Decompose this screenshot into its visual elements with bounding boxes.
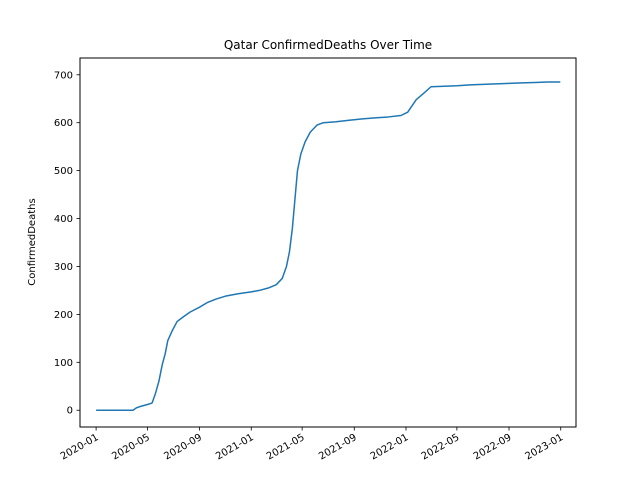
y-tick-label: 300 [54,262,73,273]
y-tick-label: 600 [54,118,73,129]
series-line [96,81,561,411]
y-tick-label: 0 [67,406,73,417]
y-tick-label: 700 [54,70,73,81]
plot-area [79,57,577,428]
y-tick-label: 200 [54,310,73,321]
y-axis: 0 100 200 300 400 500 600 700 [54,70,80,417]
y-tick-label: 100 [54,358,73,369]
series-layer [96,81,561,411]
y-axis-label: ConfirmedDeaths [27,198,38,285]
chart-title: Qatar ConfirmedDeaths Over Time [224,38,432,52]
y-tick-label: 400 [54,214,73,225]
y-tick-label: 500 [54,166,73,177]
